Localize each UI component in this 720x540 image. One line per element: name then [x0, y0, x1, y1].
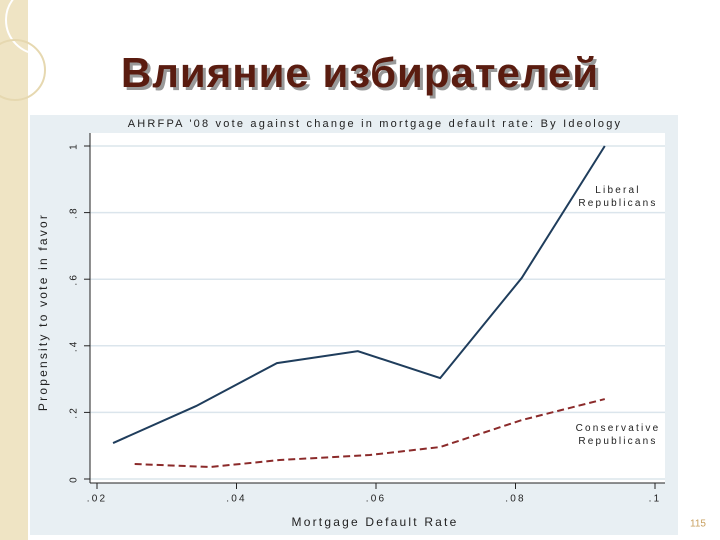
series-label: Conservative Republicans [576, 423, 661, 447]
slide-title: Влияние избирателей [121, 49, 599, 96]
y-tick-label: 0 [69, 475, 80, 483]
y-tick-label: .6 [69, 273, 80, 286]
y-tick-label: .4 [69, 339, 80, 352]
x-tick-label: .08 [505, 494, 526, 505]
x-axis-label: Mortgage Default Rate [292, 515, 459, 529]
y-tick-label: 1 [69, 142, 80, 150]
x-tick-label: .02 [87, 494, 108, 505]
title-shadow: Влияние избирателей [124, 52, 602, 99]
y-axis-label: Propensity to vote in favor [36, 213, 50, 411]
chart-title: AHRFPA '08 vote against change in mortga… [128, 118, 623, 130]
side-strip [0, 0, 28, 540]
plot-area [90, 133, 665, 483]
series-label: Liberal Republicans [578, 185, 657, 209]
page-number: 115 [690, 519, 706, 530]
series-line [134, 398, 606, 469]
y-tick-label: .2 [69, 406, 80, 419]
x-tick-label: .1 [649, 494, 662, 505]
x-tick-label: .04 [226, 494, 247, 505]
y-tick-label: .8 [69, 206, 80, 219]
decor-circle [0, 39, 46, 101]
x-tick-label: .06 [366, 494, 387, 505]
series-line [112, 145, 606, 444]
